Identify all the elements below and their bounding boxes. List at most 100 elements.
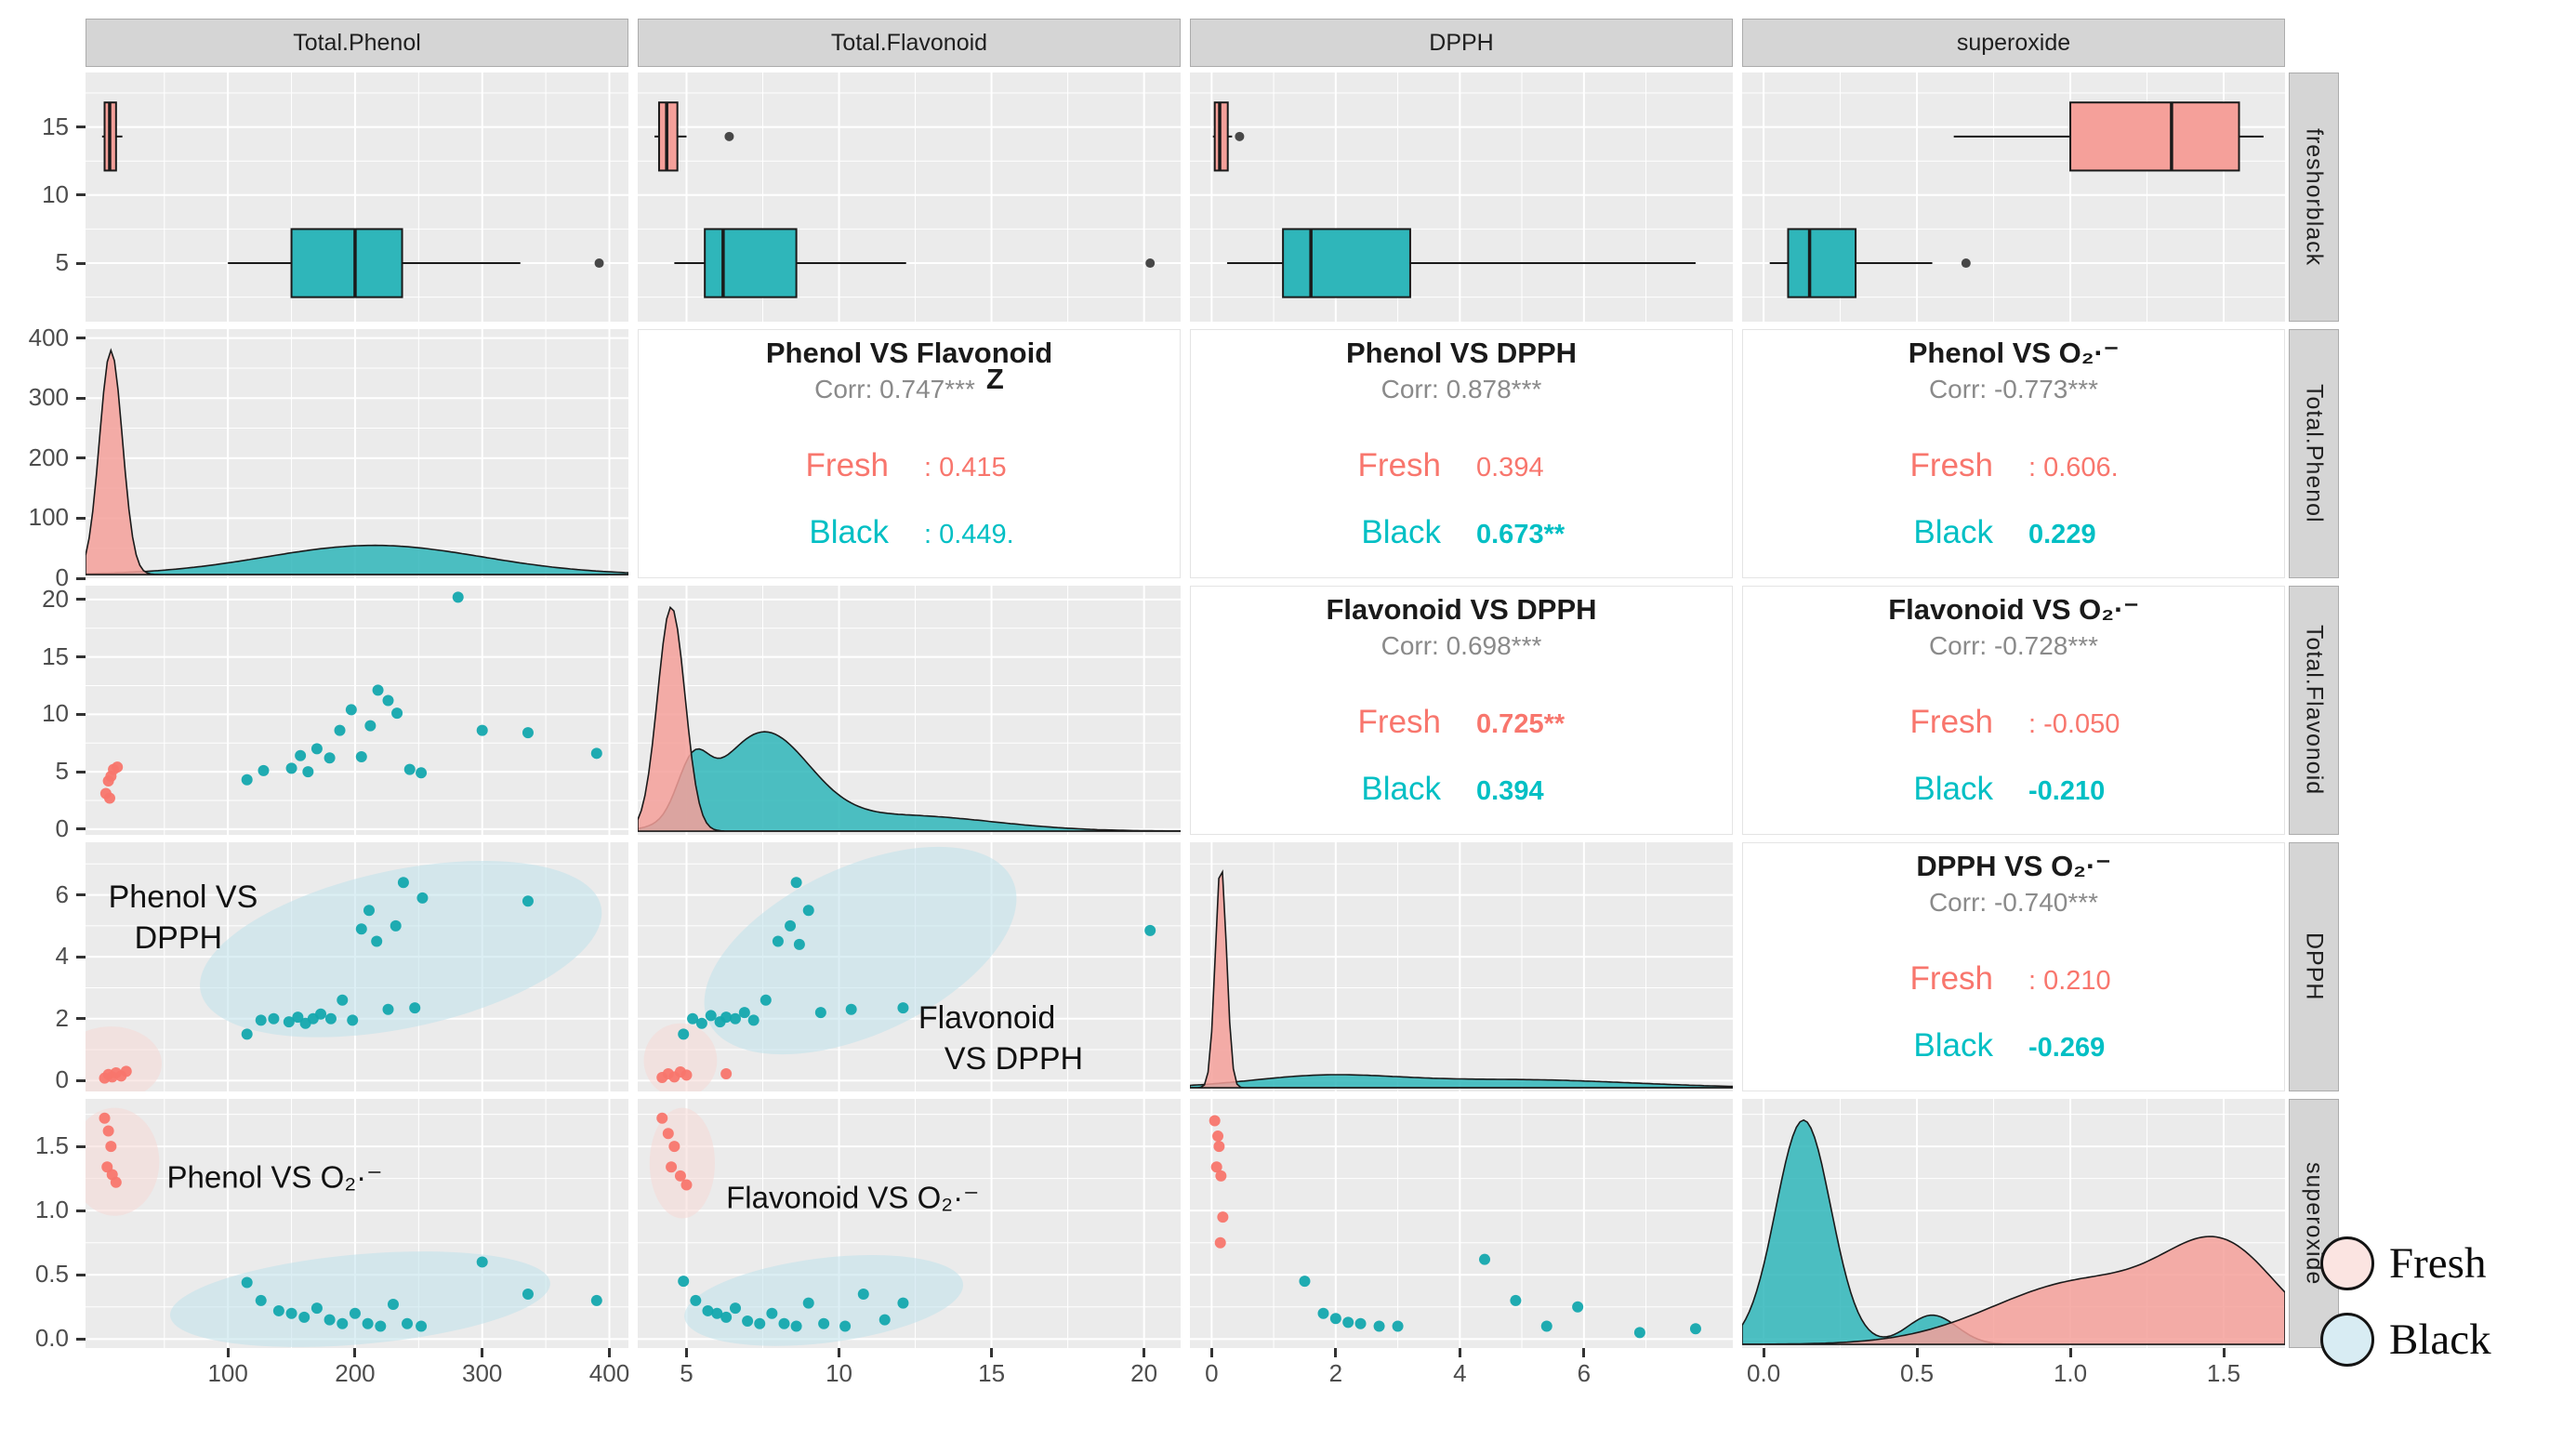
y-axis-tick-label: 15: [42, 112, 69, 140]
svg-text:: 0.210: : 0.210: [2028, 966, 2111, 996]
y-axis-tick-label: 20: [42, 584, 69, 613]
y-axis-tick-label: 1.0: [34, 1196, 69, 1224]
svg-text:: -0.050: : -0.050: [2028, 709, 2120, 739]
panel-Total.Phenol-superoxide-corr: Phenol VS O₂·⁻ Corr: -0.773*** Fresh: 0.60…: [1742, 329, 2285, 578]
svg-text:Black: Black: [1913, 1027, 1993, 1064]
col-strip-Total.Flavonoid: Total.Flavonoid: [638, 19, 1181, 67]
y-axis-tick-label: 0.0: [34, 1324, 69, 1353]
panel-freshorblack-superoxide-box: [1742, 73, 2285, 322]
y-axis-tick-mark: [76, 1144, 86, 1148]
svg-text:Fresh: Fresh: [1910, 960, 1993, 997]
x-axis-tick-label: 400: [588, 1359, 630, 1387]
x-axis-tick-label: 20: [1130, 1359, 1158, 1387]
svg-text:Flavonoid VS O₂·⁻: Flavonoid VS O₂·⁻: [1888, 593, 2139, 626]
col-strip-Total.Phenol: Total.Phenol: [86, 19, 628, 67]
panel-superoxide-Total.Flavonoid-scatter: Flavonoid VS O₂·⁻: [638, 1099, 1181, 1348]
y-axis-tick-label: 2: [55, 1003, 69, 1032]
x-axis-tick-label: 10: [826, 1359, 852, 1387]
y-axis-tick-mark: [76, 396, 86, 400]
panel-DPPH-DPPH-density: [1190, 842, 1733, 1091]
svg-text:Black: Black: [1913, 514, 1993, 550]
svg-text:0.673**: 0.673**: [1476, 520, 1565, 549]
y-axis-tick-mark: [76, 598, 86, 602]
y-axis-tick-mark: [76, 516, 86, 520]
svg-text:Flavonoid VS O₂·⁻: Flavonoid VS O₂·⁻: [726, 1180, 979, 1214]
x-axis-tick-mark: [481, 1348, 484, 1357]
row-strip-superoxide: superoxide: [2289, 1099, 2339, 1348]
panel-Total.Flavonoid-Total.Phenol-scatter: [86, 586, 628, 835]
x-axis-tick-label: 4: [1453, 1359, 1467, 1387]
panel-Total.Phenol-DPPH-corr: Phenol VS DPPH Corr: 0.878*** Fresh 0.394 Bl…: [1190, 329, 1733, 578]
y-axis-tick-label: 0: [55, 813, 69, 842]
y-axis-tick-mark: [76, 655, 86, 659]
y-axis-tick-label: 5: [55, 248, 69, 277]
panel-Total.Flavonoid-Total.Flavonoid-density: [638, 586, 1181, 835]
y-axis-tick-label: 0: [55, 563, 69, 591]
y-axis-tick-mark: [76, 1273, 86, 1276]
svg-text:-0.210: -0.210: [2028, 776, 2105, 806]
x-axis-tick-label: 2: [1328, 1359, 1343, 1387]
x-axis-tick-label: 15: [978, 1359, 1006, 1387]
svg-text:Black: Black: [1361, 514, 1441, 550]
x-axis-tick-mark: [1209, 1348, 1213, 1357]
y-axis-tick-label: 10: [42, 179, 69, 208]
x-axis-tick-mark: [607, 1348, 611, 1357]
x-axis-tick-label: 200: [335, 1359, 376, 1387]
y-axis-tick-mark: [76, 126, 86, 129]
row-strip-Total.Flavonoid: Total.Flavonoid: [2289, 586, 2339, 835]
svg-text:Phenol VS Flavonoid: Phenol VS Flavonoid: [766, 337, 1052, 369]
x-axis-tick-mark: [1915, 1348, 1919, 1357]
svg-text:Fresh: Fresh: [1910, 447, 1993, 483]
row-strip-DPPH: DPPH: [2289, 842, 2339, 1091]
svg-text:Corr: -0.728***: Corr: -0.728***: [1929, 631, 2098, 660]
svg-text:Phenol VS O₂·⁻: Phenol VS O₂·⁻: [167, 1159, 383, 1194]
y-axis-tick-mark: [76, 712, 86, 716]
x-axis-tick-label: 0.5: [1899, 1359, 1935, 1387]
x-axis-tick-label: 300: [462, 1359, 503, 1387]
panel-DPPH-superoxide-corr: DPPH VS O₂·⁻ Corr: -0.740*** Fresh: 0.210 B…: [1742, 842, 2285, 1091]
x-axis-tick-mark: [2222, 1348, 2226, 1357]
y-axis-tick-label: 10: [42, 699, 69, 728]
panel-Total.Phenol-Total.Phenol-density: [86, 329, 628, 578]
svg-text:0.725**: 0.725**: [1476, 709, 1565, 739]
x-axis-tick-label: 0.0: [1747, 1359, 1781, 1387]
svg-text:-0.269: -0.269: [2028, 1033, 2105, 1063]
panel-Total.Flavonoid-DPPH-corr: Flavonoid VS DPPH Corr: 0.698*** Fresh 0.72…: [1190, 586, 1733, 835]
x-axis-tick-label: 5: [680, 1359, 694, 1387]
panel-Total.Flavonoid-superoxide-corr: Flavonoid VS O₂·⁻ Corr: -0.728*** Fresh: -…: [1742, 586, 2285, 835]
black-circle-swatch: [2320, 1313, 2374, 1367]
svg-text:0.394: 0.394: [1476, 453, 1544, 483]
y-axis-tick-label: 4: [55, 942, 69, 971]
panel-DPPH-Total.Phenol-scatter: Phenol VS DPPH: [86, 842, 628, 1091]
y-axis-tick-mark: [76, 1078, 86, 1082]
svg-text:Black: Black: [1361, 771, 1441, 807]
x-axis-tick-mark: [1143, 1348, 1146, 1357]
legend-item-fresh: Fresh: [2320, 1236, 2491, 1290]
svg-text:DPPH VS O₂·⁻: DPPH VS O₂·⁻: [1916, 850, 2110, 882]
svg-text:0.229: 0.229: [2028, 520, 2096, 549]
x-axis-tick-mark: [1334, 1348, 1338, 1357]
legend-label-fresh: Fresh: [2389, 1239, 2487, 1288]
x-axis-tick-mark: [2068, 1348, 2072, 1357]
y-axis-tick-label: 100: [28, 503, 69, 532]
y-axis-tick-label: 300: [28, 383, 69, 412]
y-axis-tick-mark: [76, 456, 86, 460]
x-axis-tick-mark: [1582, 1348, 1586, 1357]
y-axis-tick-label: 400: [28, 323, 69, 351]
svg-text:Black: Black: [809, 514, 889, 550]
y-axis-tick-mark: [76, 893, 86, 897]
svg-text:Phenol VS DPPH: Phenol VS DPPH: [1346, 337, 1577, 369]
y-axis-tick-mark: [76, 193, 86, 197]
panel-freshorblack-Total.Phenol-box: [86, 73, 628, 322]
y-axis-tick-mark: [76, 1337, 86, 1341]
panel-superoxide-Total.Phenol-scatter: Phenol VS O₂·⁻: [86, 1099, 628, 1348]
y-axis-tick-mark: [76, 827, 86, 831]
svg-text:Fresh: Fresh: [1358, 447, 1441, 483]
y-axis-tick-label: 1.5: [34, 1131, 69, 1160]
panel-superoxide-DPPH-scatter: [1190, 1099, 1733, 1348]
row-strip-freshorblack: freshorblack: [2289, 73, 2339, 322]
